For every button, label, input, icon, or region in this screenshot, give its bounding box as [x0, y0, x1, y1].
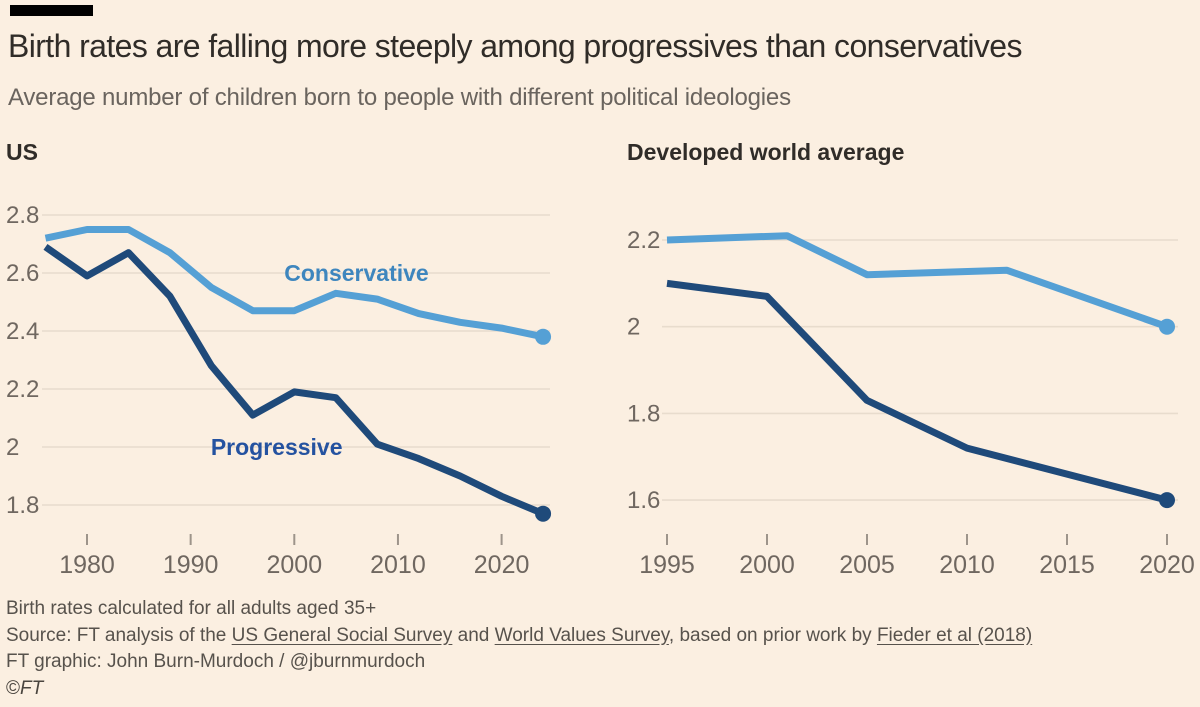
source-text: Source: FT analysis of the: [6, 624, 232, 646]
y-axis-tick-label: 1.8: [627, 400, 660, 427]
source-link[interactable]: US General Social Survey: [231, 624, 453, 646]
us-line-chart: 2.8 2.6 2.4 2.2 2 1.8 1980 1990 2000 2010 2020 Cons…: [6, 202, 552, 579]
y-axis-tick-label: 2.2: [627, 227, 660, 254]
y-axis-tick-label: 2: [6, 434, 19, 461]
conservative-end-dot: [1159, 318, 1175, 335]
y-axis-tick-label: 2: [627, 314, 640, 341]
footer: Birth rates calculated for all adults ag…: [6, 596, 1196, 702]
x-axis-tick-label: 2010: [939, 551, 995, 579]
conservative-series-label: Conservative: [284, 260, 428, 286]
progressive-end-dot: [535, 505, 552, 522]
y-axis-tick-label: 2.6: [6, 260, 39, 287]
footer-copyright: ©FT: [6, 676, 1196, 703]
conservative-line: [666, 232, 1169, 331]
conservative-end-dot: [535, 328, 552, 345]
source-text: and: [452, 624, 495, 646]
ft-brand-bar: [10, 5, 93, 16]
y-axis-tick-label: 2.8: [6, 202, 39, 229]
progressive-series-label: Progressive: [211, 434, 343, 460]
y-axis-tick-label: 2.4: [6, 318, 39, 345]
y-axis-tick-label: 2.2: [6, 376, 39, 403]
x-axis-tick-label: 2000: [739, 551, 795, 579]
x-axis-tick-label: 2020: [1139, 551, 1195, 579]
x-axis-tick-label: 2020: [474, 551, 530, 579]
progressive-line: [43, 244, 545, 517]
copyright-symbol: ©: [6, 677, 20, 699]
x-axis-tick-label: 2010: [370, 551, 426, 579]
source-link[interactable]: Fieder et al (2018): [876, 624, 1033, 646]
footer-source: Source: FT analysis of the US General So…: [6, 623, 1196, 650]
panel-title-us: US: [6, 139, 38, 165]
x-axis-tick-label: 2000: [266, 551, 322, 579]
ft-logo-text: FT: [20, 677, 44, 699]
conservative-line: [44, 226, 544, 341]
footer-credit: FT graphic: John Burn-Murdoch / @jburnmu…: [6, 651, 426, 672]
x-axis-tick-label: 1990: [163, 551, 219, 579]
progressive-end-dot: [1159, 492, 1175, 509]
x-axis-tick-label: 2005: [839, 551, 895, 579]
chart-title: Birth rates are falling more steeply amo…: [8, 28, 1022, 64]
source-text: , based on prior work by: [668, 624, 877, 646]
x-axis-tick-label: 2015: [1039, 551, 1095, 579]
x-axis-tick-label: 1995: [639, 551, 695, 579]
progressive-line: [666, 279, 1168, 504]
panel-title-developed-world: Developed world average: [627, 139, 905, 165]
developed-world-line-chart: 2.2 2 1.8 1.6 1995 2000 2005 2010 2015 2020: [627, 227, 1195, 579]
chart-subtitle: Average number of children born to peopl…: [8, 84, 791, 111]
y-axis-tick-label: 1.6: [627, 487, 660, 514]
x-axis-tick-label: 1980: [59, 551, 115, 579]
y-axis-tick-label: 1.8: [6, 492, 39, 519]
footer-note: Birth rates calculated for all adults ag…: [6, 598, 377, 619]
source-link[interactable]: World Values Survey: [494, 624, 669, 646]
